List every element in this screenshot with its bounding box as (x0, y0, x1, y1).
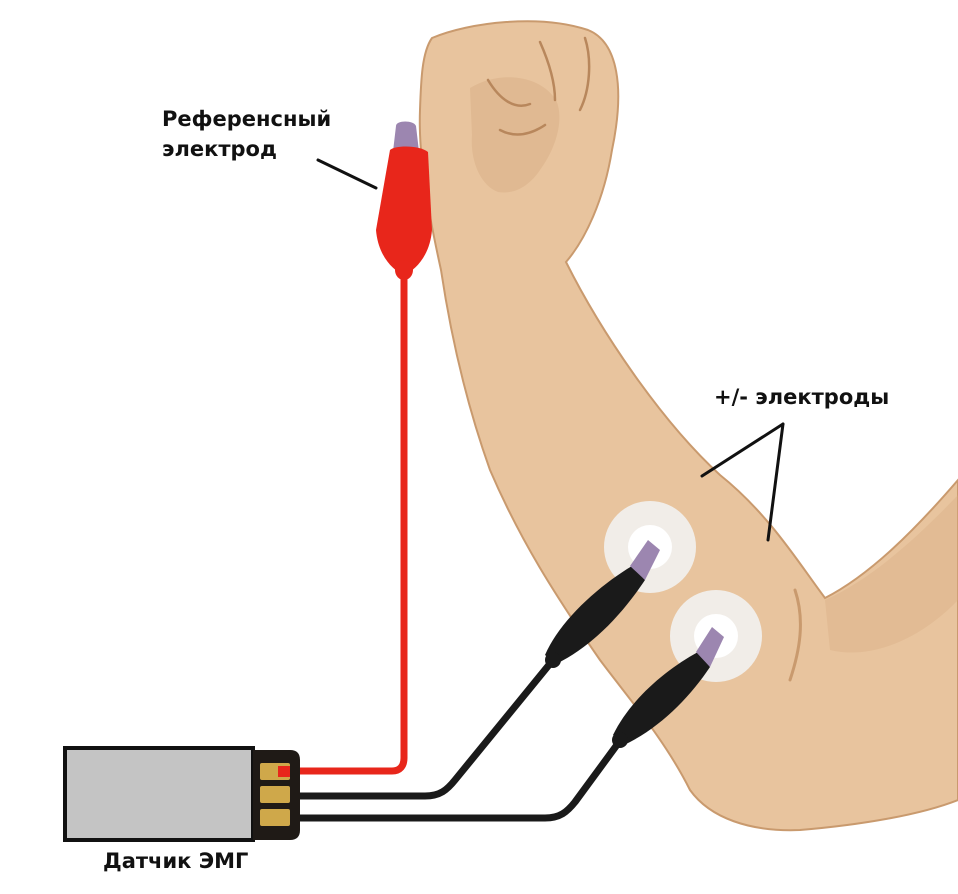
red-clip (376, 121, 432, 280)
reference-electrode-label: Референсный электрод (162, 104, 331, 165)
plus-minus-electrodes-label: +/- электроды (714, 385, 890, 409)
sensor-pin-3 (260, 809, 290, 826)
arm-skin (418, 20, 958, 832)
arm-illustration (418, 20, 958, 832)
reference-label-line1: Референсный (162, 107, 332, 131)
emg-sensor-label: Датчик ЭМГ (103, 849, 249, 873)
plus-minus-pointer-1 (700, 422, 785, 478)
black-clip-1 (545, 540, 660, 668)
reference-pointer (316, 158, 378, 190)
emg-sensor (63, 746, 300, 842)
red-wire (292, 271, 408, 775)
black-wire-1 (292, 656, 557, 800)
sensor-body (63, 746, 255, 842)
plus-minus-pointer-2 (766, 422, 785, 542)
pointer-lines (316, 158, 785, 542)
black-wires (292, 656, 626, 822)
upper-arm-shadow (825, 495, 958, 653)
fist-finger-lines (486, 36, 591, 136)
reference-label-line2: электрод (162, 137, 277, 162)
black-clip-2 (612, 627, 724, 748)
elbow-crease (788, 588, 802, 682)
sensor-pin-2 (260, 786, 290, 803)
black-wire-2 (292, 734, 626, 822)
